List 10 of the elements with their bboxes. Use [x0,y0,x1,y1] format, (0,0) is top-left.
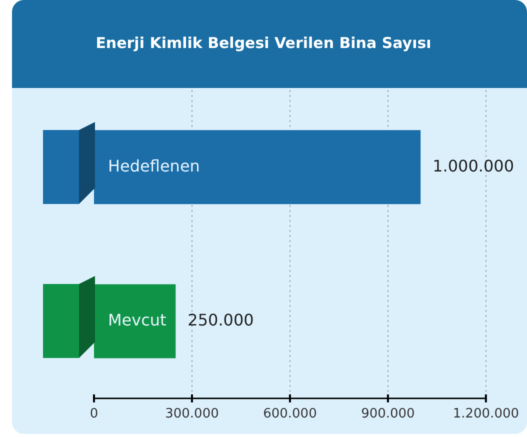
x-tick-label: 1.200.000 [452,406,520,422]
data-label: 250.000 [188,310,254,330]
chart-title: Enerji Kimlik Belgesi Verilen Bina Sayısı [94,34,432,52]
y-tick-label: Mevcut [108,310,166,330]
x-tick-label: 900.000 [361,406,415,422]
data-label: 1.000.000 [432,156,514,176]
x-tick-label: 600.000 [263,406,317,422]
x-tick-label: 300.000 [165,406,219,422]
x-tick-label: 0 [90,406,98,422]
y-tick-label: Hedeflenen [108,156,200,176]
